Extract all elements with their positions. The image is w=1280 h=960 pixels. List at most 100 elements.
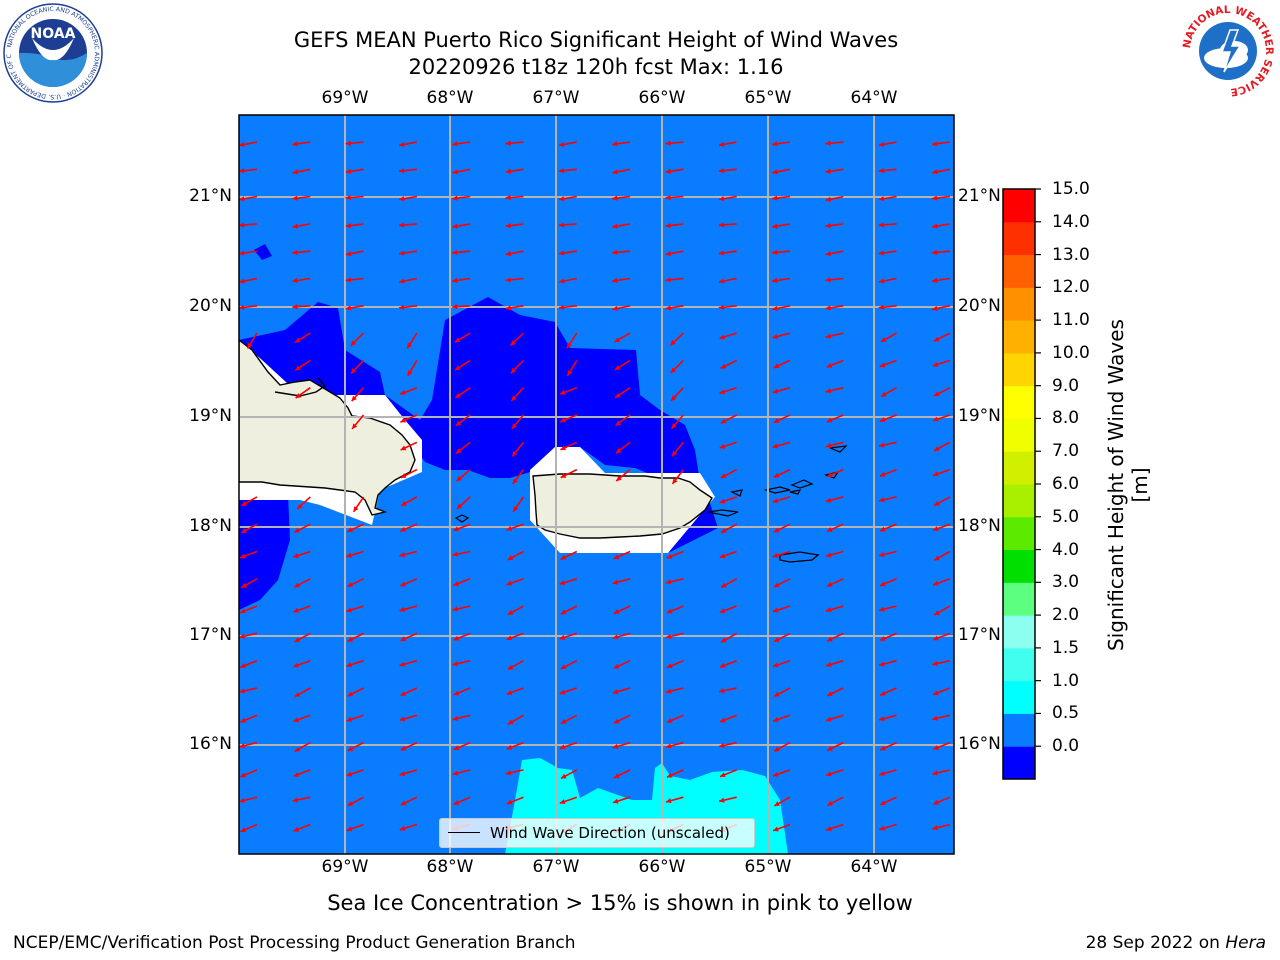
- wind-wave-arrow: [398, 304, 417, 310]
- lon-label-bottom: 64°W: [850, 857, 898, 877]
- wind-wave-arrow: [505, 222, 524, 229]
- wind-wave-arrow: [293, 659, 311, 668]
- colorbar-band: [1003, 189, 1035, 223]
- wind-wave-arrow: [505, 277, 524, 283]
- colorbar-tick-label: 1.5: [1052, 637, 1080, 658]
- wind-wave-arrow: [511, 441, 525, 457]
- wind-wave-arrow: [292, 277, 311, 284]
- wind-wave-arrow: [612, 168, 631, 175]
- hispaniola-land: [239, 339, 416, 516]
- wind-wave-arrow: [239, 304, 258, 310]
- wind-wave-arrow: [505, 769, 524, 776]
- wind-wave-arrow: [825, 496, 844, 503]
- wind-wave-arrow: [825, 441, 844, 449]
- wind-wave-arrow: [292, 141, 311, 147]
- lat-label-left: 18°N: [189, 516, 232, 536]
- wind-wave-arrow: [612, 578, 631, 585]
- wind-wave-arrow: [346, 769, 364, 777]
- wind-wave-arrow: [932, 523, 951, 532]
- wind-wave-arrow: [293, 823, 311, 832]
- svg-text:NOAA: NOAA: [31, 26, 76, 42]
- footer-date-text: 28 Sep 2022 on: [1085, 933, 1226, 953]
- wind-wave-arrow: [293, 769, 311, 778]
- wind-wave-arrow: [293, 578, 311, 588]
- wind-wave-arrow: [825, 714, 844, 722]
- wind-wave-arrow: [670, 387, 684, 402]
- wind-wave-arrow: [292, 195, 311, 201]
- wind-wave-arrow: [452, 714, 471, 721]
- lon-label-bottom: 67°W: [532, 857, 580, 877]
- low-wave-region: [254, 244, 272, 260]
- wind-wave-arrow: [665, 194, 684, 201]
- wind-wave-arrow: [453, 578, 471, 587]
- map-frame: [238, 114, 955, 855]
- legend-label: Wind Wave Direction (unscaled): [490, 824, 730, 842]
- wind-wave-arrow: [558, 250, 577, 256]
- wind-wave-arrow: [615, 441, 631, 454]
- colorbar-band: [1003, 254, 1035, 288]
- wind-wave-arrow: [239, 796, 258, 803]
- wind-wave-arrow: [558, 141, 577, 147]
- wind-wave-arrow: [719, 332, 737, 340]
- wind-wave-arrow: [665, 277, 684, 283]
- wind-wave-arrow: [614, 359, 631, 371]
- wind-wave-arrow: [613, 714, 631, 724]
- wind-wave-arrow: [400, 632, 418, 642]
- wind-wave-arrow: [772, 277, 791, 283]
- colorbar-band: [1003, 352, 1035, 387]
- wind-wave-arrow: [352, 496, 365, 513]
- wind-wave-arrow: [351, 414, 365, 430]
- colorbar-band: [1003, 647, 1035, 682]
- wind-wave-arrow: [345, 250, 364, 257]
- wind-wave-arrow: [455, 414, 471, 427]
- colorbar-band: [1003, 320, 1035, 354]
- wind-wave-arrow: [613, 769, 631, 779]
- wind-wave-arrow: [719, 441, 737, 449]
- wind-wave-arrow: [240, 496, 258, 507]
- wind-wave-arrow: [239, 222, 258, 228]
- map-legend: Wind Wave Direction (unscaled): [439, 818, 755, 848]
- wind-wave-arrow: [612, 195, 631, 201]
- wind-wave-arrow: [239, 632, 258, 639]
- colorbar-tick-label: 10.0: [1052, 342, 1090, 363]
- wind-wave-arrow: [560, 605, 578, 615]
- wind-wave-arrow: [826, 468, 844, 478]
- wind-wave-arrow: [879, 523, 897, 532]
- wind-wave-arrow: [292, 304, 311, 310]
- colorbar-band: [1003, 451, 1035, 485]
- wind-wave-arrow: [239, 550, 258, 559]
- wind-wave-arrow: [826, 359, 844, 368]
- wind-wave-arrow: [505, 140, 524, 146]
- wind-wave-arrow: [880, 387, 897, 398]
- wind-wave-arrow: [400, 796, 418, 806]
- wind-wave-arrow: [719, 386, 737, 395]
- wind-wave-arrow: [879, 578, 897, 587]
- lat-label-left: 21°N: [189, 186, 232, 206]
- wind-wave-arrow: [347, 578, 364, 588]
- wind-wave-arrow: [932, 305, 951, 311]
- wind-wave-arrow: [452, 550, 471, 557]
- wind-wave-arrow: [772, 305, 791, 312]
- wind-wave-arrow: [346, 714, 364, 722]
- colorbar-tick-label: 4.0: [1052, 539, 1080, 560]
- wind-wave-arrow: [351, 387, 365, 402]
- wind-wave-arrow: [932, 468, 951, 477]
- lon-label-top: 69°W: [321, 88, 369, 108]
- wind-wave-arrow: [399, 141, 418, 148]
- colorbar-band: [1003, 549, 1035, 583]
- colorbar-band: [1003, 615, 1035, 649]
- wind-wave-arrow: [399, 550, 418, 558]
- wind-wave-arrow: [347, 796, 364, 807]
- wind-wave-arrow: [825, 332, 844, 339]
- wind-wave-arrow: [507, 660, 524, 671]
- wind-wave-arrow: [772, 605, 791, 613]
- lat-label-left: 20°N: [189, 296, 232, 316]
- wind-wave-arrow: [453, 741, 471, 751]
- wind-wave-arrow: [772, 550, 791, 558]
- wind-wave-arrow: [720, 523, 738, 534]
- wind-wave-arrow: [666, 659, 684, 669]
- wind-wave-arrow: [566, 359, 578, 377]
- wind-wave-arrow: [452, 141, 471, 147]
- wind-wave-arrow: [880, 332, 897, 343]
- wind-wave-arrow: [452, 605, 471, 612]
